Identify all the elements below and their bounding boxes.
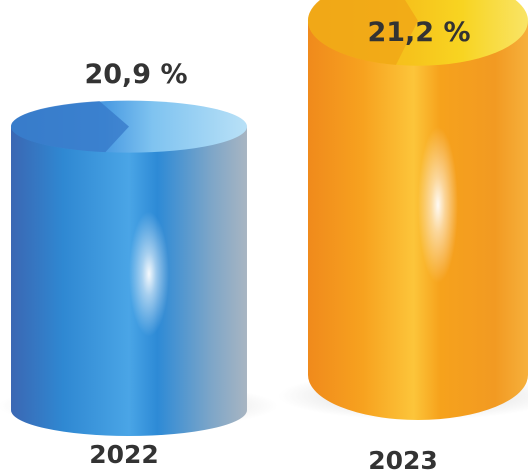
bar-2023-top-wedge <box>307 0 418 65</box>
bar-2022-top-wedge <box>10 101 129 153</box>
category-label-2022: 2022 <box>89 440 159 469</box>
data-label-2022: 20,9 % <box>84 59 187 90</box>
bar-2022-body <box>11 126 247 436</box>
bar-2023-body <box>308 20 528 420</box>
data-label-2023: 21,2 % <box>367 17 470 48</box>
bar-2022-highlight <box>129 211 169 337</box>
bar-2023-highlight <box>418 127 458 283</box>
bar-2023 <box>307 0 528 420</box>
bar-2022 <box>10 100 247 436</box>
category-label-2023: 2023 <box>368 446 438 472</box>
